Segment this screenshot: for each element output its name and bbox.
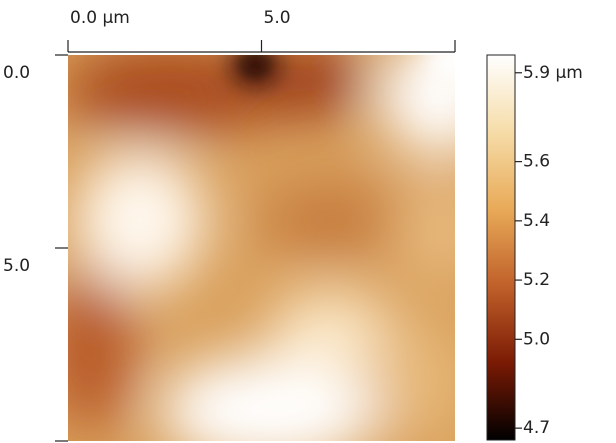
colorbar-tick-label: 5.6	[523, 152, 550, 172]
x-tick-label: 0.0 µm	[70, 8, 130, 28]
colorbar	[486, 54, 516, 441]
colorbar-tick-label: 5.4	[523, 211, 550, 231]
colorbar-tick-label: 4.7	[523, 418, 550, 438]
colorbar-tick-label: 5.0	[523, 329, 550, 349]
colorbar-tick-label: 5.2	[523, 270, 550, 290]
afm-image	[68, 55, 455, 441]
y-tick-label: 5.0	[3, 256, 30, 276]
colorbar-tick-label: 5.9 µm	[523, 63, 583, 83]
y-tick-label: 0.0	[3, 63, 30, 83]
x-tick-label: 5.0	[264, 8, 291, 28]
